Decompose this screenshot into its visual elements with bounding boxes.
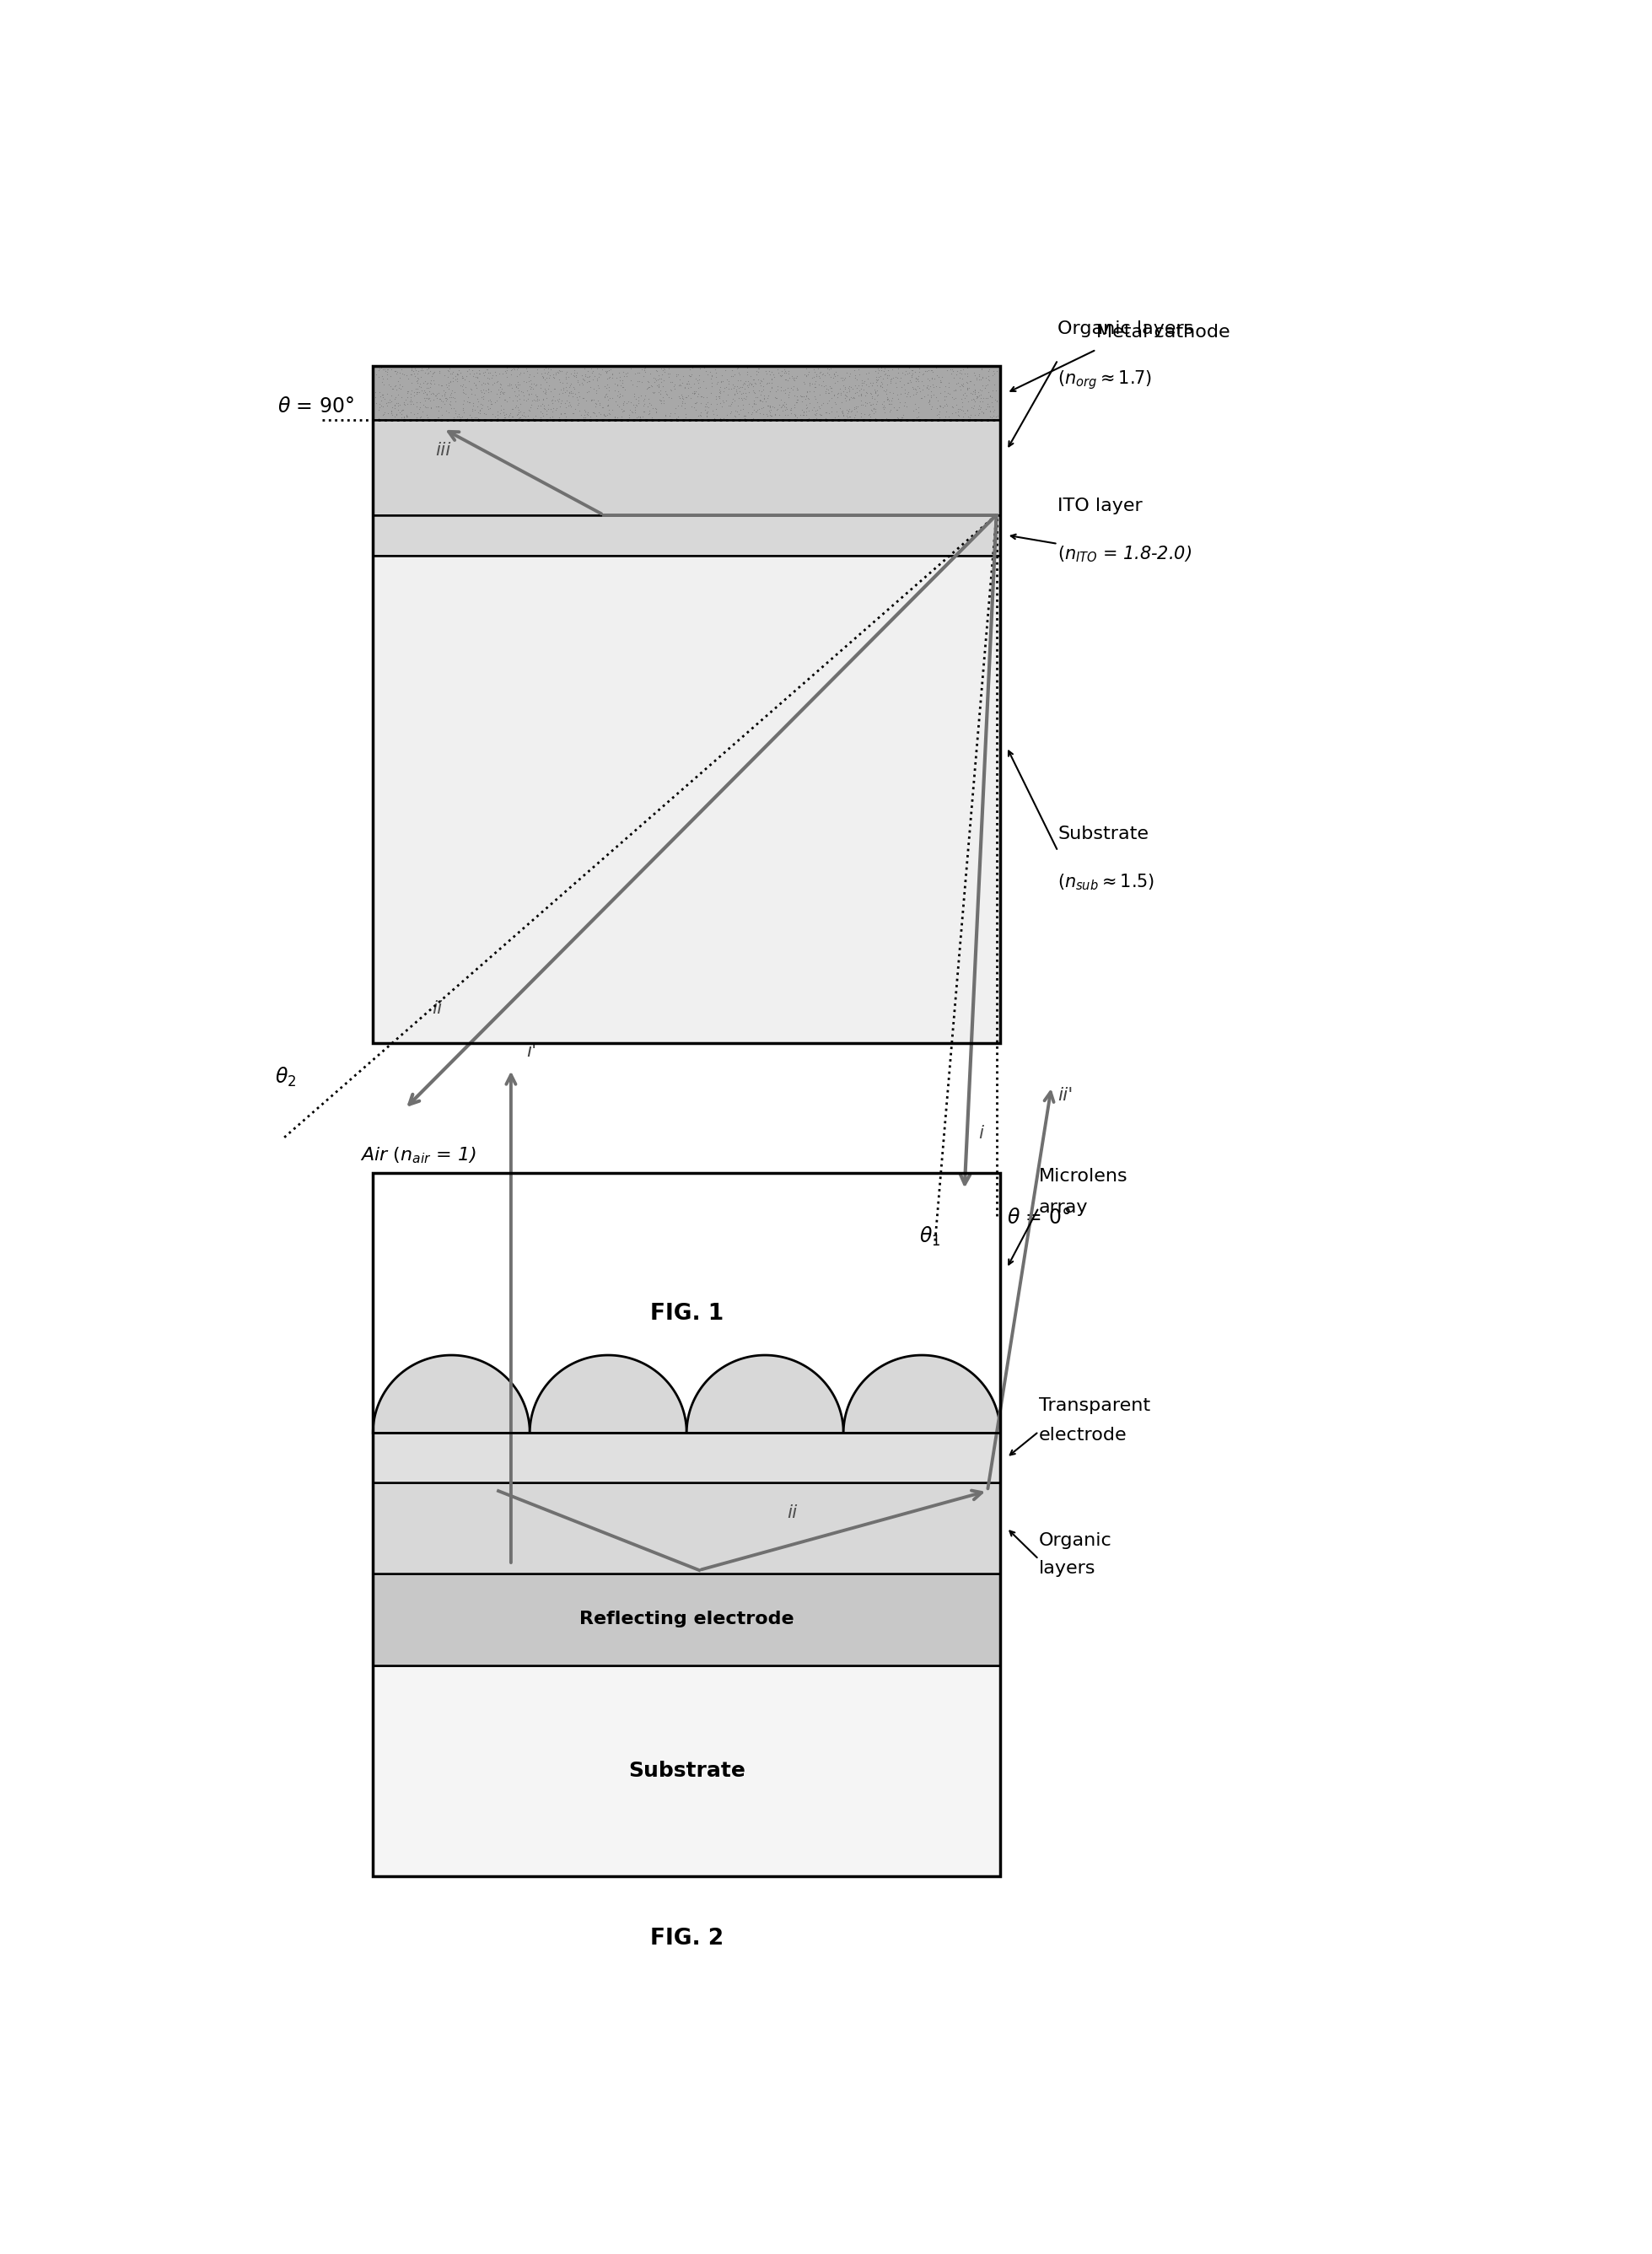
Text: ii': ii'	[1057, 1086, 1074, 1104]
Text: array: array	[1039, 1199, 1089, 1217]
Polygon shape	[373, 1355, 530, 1434]
Text: FIG. 2: FIG. 2	[649, 1927, 724, 1950]
Bar	[373, 554, 1001, 1044]
Text: Air $(n_{air}$ = 1): Air $(n_{air}$ = 1)	[360, 1145, 476, 1165]
Text: Substrate: Substrate	[628, 1760, 745, 1781]
Text: Substrate: Substrate	[1057, 825, 1150, 843]
Text: ii: ii	[786, 1506, 798, 1521]
Bar	[373, 1666, 1001, 1875]
Text: $(n_{ITO}$ = 1.8-2.0): $(n_{ITO}$ = 1.8-2.0)	[1057, 543, 1193, 564]
Text: electrode: electrode	[1039, 1427, 1127, 1445]
Bar	[373, 419, 1001, 514]
Text: Organic: Organic	[1039, 1533, 1112, 1548]
Text: $\theta_1$: $\theta_1$	[919, 1224, 940, 1249]
Text: i: i	[978, 1125, 983, 1141]
Polygon shape	[687, 1355, 844, 1434]
Text: Transparent: Transparent	[1039, 1397, 1150, 1413]
Bar	[373, 1172, 1001, 1875]
Text: iii: iii	[436, 442, 451, 458]
Text: Organic layers: Organic layers	[1057, 320, 1194, 338]
Text: $\theta_2$: $\theta_2$	[274, 1066, 296, 1089]
Bar	[373, 514, 1001, 554]
Bar	[373, 365, 1001, 1044]
Text: $\theta$ = 0°: $\theta$ = 0°	[1006, 1208, 1070, 1228]
Text: Reflecting electrode: Reflecting electrode	[580, 1612, 795, 1627]
Text: i': i'	[527, 1044, 537, 1059]
Bar	[373, 1172, 1001, 1434]
Text: Metal cathode: Metal cathode	[1097, 325, 1231, 340]
Polygon shape	[530, 1355, 687, 1434]
Text: $\theta$ = 90°: $\theta$ = 90°	[278, 397, 354, 417]
Text: ii: ii	[431, 1001, 443, 1017]
Text: $(n_{org} \approx 1.7)$: $(n_{org} \approx 1.7)$	[1057, 370, 1151, 392]
Text: Microlens: Microlens	[1039, 1168, 1128, 1186]
Text: $(n_{sub} \approx 1.5)$: $(n_{sub} \approx 1.5)$	[1057, 872, 1155, 893]
Polygon shape	[844, 1355, 1001, 1434]
Bar	[373, 1483, 1001, 1573]
Text: layers: layers	[1039, 1560, 1095, 1576]
Text: FIG. 1: FIG. 1	[649, 1303, 724, 1325]
Bar	[373, 365, 1001, 419]
Bar	[373, 1434, 1001, 1483]
Text: ITO layer: ITO layer	[1057, 498, 1143, 514]
Bar	[373, 1573, 1001, 1666]
